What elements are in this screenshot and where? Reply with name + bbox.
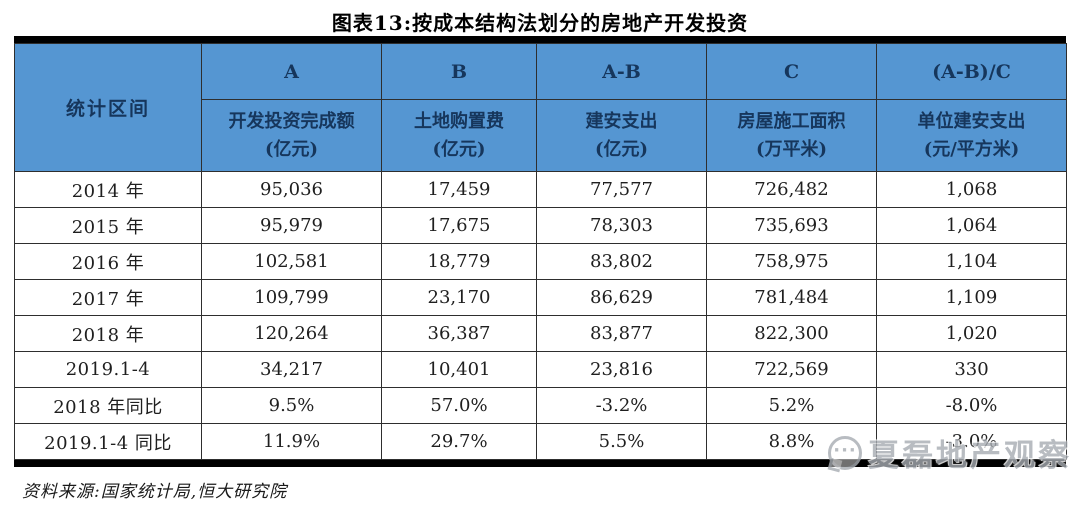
table-cell: 36,387 <box>381 315 537 352</box>
investment-table: 统计区间 A B A-B C (A-B)/C 开发投资完成额 (亿元) 土地购置… <box>14 36 1067 467</box>
table-cell: -3.2% <box>536 387 707 424</box>
column-formula-ab-over-c: (A-B)/C <box>876 43 1067 100</box>
row-label: 2016 年 <box>14 243 202 280</box>
row-label: 2017 年 <box>14 279 202 316</box>
table-cell: 781,484 <box>706 279 877 316</box>
table-cell: -3.0% <box>876 423 1067 460</box>
corner-header: 统计区间 <box>14 43 202 172</box>
column-formula-a: A <box>201 43 382 100</box>
metric-name: 开发投资完成额 <box>228 110 355 132</box>
table-row-2019-1-4-yoy: 2019.1-4 同比 11.9% 29.7% 5.5% 8.8% -3.0% <box>14 423 1067 460</box>
metric-name: 单位建安支出 <box>917 110 1026 132</box>
table-cell: 1,064 <box>876 207 1067 244</box>
table-cell: 77,577 <box>536 171 707 208</box>
table-cell: -8.0% <box>876 387 1067 424</box>
header-formula-row: 统计区间 A B A-B C (A-B)/C <box>14 43 1067 172</box>
metric-name: 房屋施工面积 <box>737 110 846 132</box>
table-cell: 83,877 <box>536 315 707 352</box>
table-cell: 95,979 <box>201 207 382 244</box>
table-cell: 822,300 <box>706 315 877 352</box>
table-cell: 34,217 <box>201 351 382 388</box>
table-cell: 57.0% <box>381 387 537 424</box>
column-header-construction-spend: 建安支出 (亿元) <box>536 99 707 172</box>
table-cell: 9.5% <box>201 387 382 424</box>
table-cell: 109,799 <box>201 279 382 316</box>
metric-unit: (亿元) <box>264 138 319 160</box>
column-formula-a-minus-b: A-B <box>536 43 707 100</box>
table-cell: 23,816 <box>536 351 707 388</box>
data-table: 统计区间 A B A-B C (A-B)/C 开发投资完成额 (亿元) 土地购置… <box>14 43 1067 460</box>
table-cell: 102,581 <box>201 243 382 280</box>
column-formula-b: B <box>381 43 537 100</box>
table-cell: 1,104 <box>876 243 1067 280</box>
table-row-2015: 2015 年 95,979 17,675 78,303 735,693 1,06… <box>14 207 1067 244</box>
table-cell: 1,020 <box>876 315 1067 352</box>
table-row-2018: 2018 年 120,264 36,387 83,877 822,300 1,0… <box>14 315 1067 352</box>
table-cell: 1,109 <box>876 279 1067 316</box>
row-label: 2015 年 <box>14 207 202 244</box>
column-header-land-purchase: 土地购置费 (亿元) <box>381 99 537 172</box>
metric-name: 土地购置费 <box>414 110 504 132</box>
table-cell: 8.8% <box>706 423 877 460</box>
table-cell: 5.5% <box>536 423 707 460</box>
source-note: 资料来源:国家统计局,恒大研究院 <box>22 482 288 502</box>
table-cell: 18,779 <box>381 243 537 280</box>
table-row-2014: 2014 年 95,036 17,459 77,577 726,482 1,06… <box>14 171 1067 208</box>
table-cell: 735,693 <box>706 207 877 244</box>
table-cell: 17,675 <box>381 207 537 244</box>
row-label: 2018 年同比 <box>14 387 202 424</box>
table-cell: 726,482 <box>706 171 877 208</box>
table-cell: 86,629 <box>536 279 707 316</box>
metric-name: 建安支出 <box>585 110 658 132</box>
table-row-2017: 2017 年 109,799 23,170 86,629 781,484 1,1… <box>14 279 1067 316</box>
table-cell: 758,975 <box>706 243 877 280</box>
table-cell: 29.7% <box>381 423 537 460</box>
table-cell: 330 <box>876 351 1067 388</box>
metric-unit: (元/平方米) <box>923 138 1020 160</box>
row-label: 2014 年 <box>14 171 202 208</box>
table-cell: 78,303 <box>536 207 707 244</box>
metric-unit: (万平米) <box>755 138 828 160</box>
table-cell: 17,459 <box>381 171 537 208</box>
row-label: 2019.1-4 同比 <box>14 423 202 460</box>
figure-title: 图表13:按成本结构法划分的房地产开发投资 <box>331 11 749 35</box>
metric-unit: (亿元) <box>432 138 486 160</box>
table-cell: 5.2% <box>706 387 877 424</box>
table-row-2016: 2016 年 102,581 18,779 83,802 758,975 1,1… <box>14 243 1067 280</box>
table-cell: 83,802 <box>536 243 707 280</box>
table-row-2019-1-4: 2019.1-4 34,217 10,401 23,816 722,569 33… <box>14 351 1067 388</box>
column-header-investment: 开发投资完成额 (亿元) <box>201 99 382 172</box>
table-cell: 1,068 <box>876 171 1067 208</box>
row-label: 2019.1-4 <box>14 351 202 388</box>
table-cell: 722,569 <box>706 351 877 388</box>
column-header-unit-construction-spend: 单位建安支出 (元/平方米) <box>876 99 1067 172</box>
row-label: 2018 年 <box>14 315 202 352</box>
table-cell: 11.9% <box>201 423 382 460</box>
column-header-floor-area: 房屋施工面积 (万平米) <box>706 99 877 172</box>
column-formula-c: C <box>706 43 877 100</box>
table-cell: 23,170 <box>381 279 537 316</box>
table-cell: 120,264 <box>201 315 382 352</box>
table-cell: 10,401 <box>381 351 537 388</box>
table-cell: 95,036 <box>201 171 382 208</box>
header-metric-row: 开发投资完成额 (亿元) 土地购置费 (亿元) 建安支出 (亿元) 房屋施工面积… <box>15 99 1067 172</box>
metric-unit: (亿元) <box>594 138 649 160</box>
table-row-2018-yoy: 2018 年同比 9.5% 57.0% -3.2% 5.2% -8.0% <box>14 387 1067 424</box>
